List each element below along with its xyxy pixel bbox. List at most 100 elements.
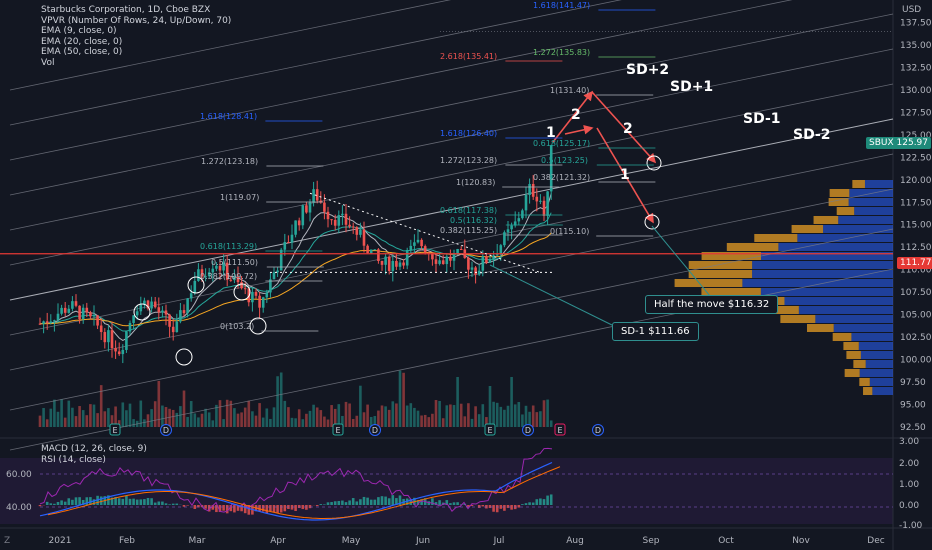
macd-histogram-bar: [139, 499, 143, 505]
volume-bar: [503, 409, 506, 427]
event-marker-label: E: [557, 426, 562, 435]
macd-histogram-bar: [240, 505, 243, 512]
macd-histogram-bar: [344, 502, 348, 505]
volume-bar: [423, 414, 427, 427]
macd-histogram-bar: [204, 505, 207, 509]
vpvr-up-bar: [872, 387, 893, 395]
candle-body: [81, 307, 85, 320]
rsi-band: [0, 458, 893, 524]
macd-tick-label: -1.00: [899, 521, 923, 531]
volume-bar: [236, 413, 240, 427]
event-marker: D: [160, 424, 172, 436]
volume-bar: [175, 412, 179, 427]
macd-histogram-bar: [445, 500, 449, 505]
volume-bar: [456, 376, 459, 427]
time-tick-label: May: [342, 536, 361, 546]
candle-body: [272, 272, 276, 280]
macd-histogram-bar: [107, 495, 110, 505]
vpvr-down-bar: [828, 198, 849, 206]
volume-bar: [539, 411, 542, 427]
event-marker-label: D: [525, 426, 531, 435]
fib-label: 1.272(135.83): [533, 48, 590, 57]
macd-histogram-bar: [359, 499, 362, 505]
macd-histogram-bar: [85, 497, 89, 505]
candle-body: [287, 242, 290, 244]
volume-bar: [294, 418, 297, 427]
candle-body: [117, 351, 121, 355]
volume-bar: [333, 408, 337, 427]
volume-bar: [225, 399, 229, 427]
macd-histogram-bar: [319, 504, 323, 505]
volume-bar: [513, 404, 517, 427]
candle-body: [423, 246, 427, 253]
candle-body: [236, 276, 240, 283]
pivot-circle: [233, 283, 251, 301]
zoom-corner[interactable]: Z: [4, 536, 11, 546]
fib-label: 0.382(109.72): [200, 272, 257, 281]
arrow-up-2: [564, 125, 594, 135]
candle-body: [456, 248, 459, 254]
pivot-circle: [133, 303, 151, 321]
macd-histogram-bar: [323, 504, 326, 505]
time-tick-label: Nov: [792, 536, 810, 546]
candle-body: [218, 265, 222, 271]
vpvr-down-bar: [780, 315, 816, 323]
rsi-tick-label: 40.00: [6, 503, 32, 513]
macd-legend: MACD (12, 26, close, 9): [41, 444, 147, 454]
candle-body: [63, 307, 67, 313]
candle-body: [229, 279, 233, 281]
fib-label: 0.618(117.38): [440, 206, 497, 215]
macd-histogram-bar: [294, 505, 297, 511]
event-marker: E: [109, 423, 121, 436]
macd-histogram-bar: [499, 505, 503, 509]
volume-bar: [326, 419, 330, 427]
fib-label: 2.618(135.41): [440, 52, 497, 61]
volume-bar: [261, 417, 265, 427]
fib-label: 0.618(125.17): [533, 139, 590, 148]
macd-histogram-bar: [542, 499, 546, 505]
volume-bar: [373, 416, 377, 427]
macd-histogram-bar: [369, 499, 373, 505]
volume-bar: [81, 410, 85, 427]
macd-histogram-bar: [510, 505, 513, 510]
channel-line: [9, 0, 452, 91]
candle-body: [189, 293, 193, 299]
channel-line: [9, 0, 622, 126]
vpvr-up-bar: [859, 369, 893, 377]
macd-tick-label: 0.00: [899, 501, 919, 511]
candle-body: [485, 256, 488, 263]
half-move-leader: [651, 225, 711, 297]
last-price-tag: 125.97: [896, 138, 929, 148]
vpvr-up-bar: [851, 333, 893, 341]
volume-bar: [56, 411, 60, 427]
price-tick-label: 102.50: [900, 333, 932, 343]
fib-label: 0.5(123.25): [541, 156, 588, 165]
candle-body: [294, 220, 297, 235]
volume-bar: [337, 404, 341, 427]
volume-bars: [38, 370, 553, 427]
candle-body: [459, 248, 463, 250]
macd-histogram-bar: [434, 502, 438, 505]
volume-bar: [323, 416, 326, 427]
candle-body: [71, 301, 74, 309]
volume-bar: [193, 413, 197, 427]
volume-bar: [78, 406, 81, 427]
macd-histogram-bar: [524, 503, 528, 505]
candle-body: [452, 253, 456, 261]
event-marker-label: E: [487, 426, 492, 435]
price-tick-label: 97.50: [900, 378, 926, 388]
fib-label: 1(119.07): [220, 193, 259, 202]
macd-histogram-bar: [45, 501, 49, 505]
volume-bar: [150, 409, 153, 427]
macd-histogram-bar: [348, 500, 351, 505]
candle-body: [204, 276, 207, 278]
macd-histogram-bar: [409, 498, 413, 505]
volume-bar: [452, 405, 456, 427]
volume-bar: [60, 399, 63, 427]
candle-body: [215, 265, 218, 269]
rsi-tick-label: 60.00: [6, 470, 32, 480]
volume-bar: [164, 407, 168, 427]
macd-histogram-bar: [78, 497, 81, 505]
candle-body: [301, 205, 305, 226]
